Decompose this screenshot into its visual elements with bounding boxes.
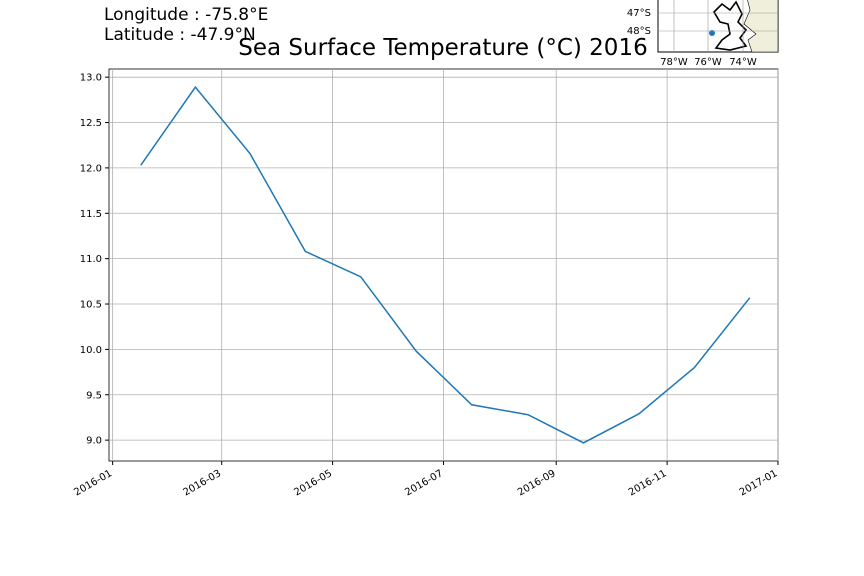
inset-lat-label: 47°S	[627, 8, 651, 19]
inset-lon-label: 76°W	[694, 57, 722, 68]
inset-lon-label: 78°W	[660, 57, 688, 68]
chart-title: Sea Surface Temperature (°C) 2016	[238, 35, 647, 61]
x-tick-label: 2016-09	[516, 468, 558, 498]
x-tick-label: 2016-03	[182, 468, 224, 498]
y-tick-label: 9.0	[86, 436, 102, 447]
inset-location	[709, 30, 715, 36]
inset-lon-label: 74°W	[729, 57, 757, 68]
x-tick-label: 2017-01	[738, 468, 780, 498]
inset-lat-label: 48°S	[627, 26, 651, 37]
annotation: Latitude : -47.9°N	[104, 25, 256, 45]
y-tick-label: 11.0	[80, 254, 102, 265]
y-tick-label: 11.5	[80, 209, 102, 220]
annotation: Longitude : -75.8°E	[104, 5, 268, 25]
y-tick-label: 12.0	[80, 163, 102, 174]
y-tick-label: 10.5	[80, 300, 102, 311]
x-tick-label: 2016-07	[403, 468, 445, 498]
y-tick-label: 9.5	[86, 390, 102, 401]
y-tick-label: 13.0	[80, 73, 102, 84]
x-tick-label: 2016-05	[292, 468, 334, 498]
inset-lat-label: 46°S	[627, 0, 651, 2]
y-tick-label: 10.0	[80, 345, 102, 356]
y-tick-label: 12.5	[80, 118, 102, 129]
x-tick-label: 2016-11	[627, 468, 669, 498]
line	[140, 85, 751, 444]
x-tick-label: 2016-01	[72, 468, 114, 498]
